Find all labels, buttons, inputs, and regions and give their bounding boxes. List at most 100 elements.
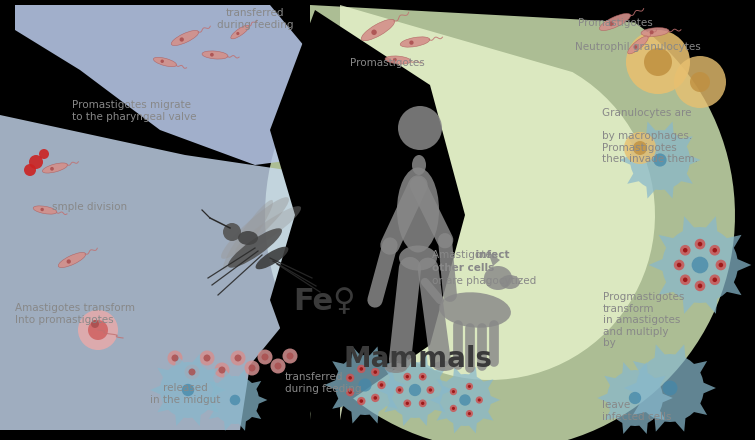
Ellipse shape [228, 228, 282, 268]
Polygon shape [0, 115, 330, 430]
Polygon shape [488, 252, 500, 266]
Circle shape [478, 399, 481, 402]
Ellipse shape [33, 206, 57, 214]
Circle shape [24, 164, 36, 176]
Text: other cells: other cells [432, 263, 495, 273]
Ellipse shape [221, 197, 289, 259]
Ellipse shape [42, 163, 68, 173]
Circle shape [214, 363, 230, 378]
Circle shape [695, 281, 705, 291]
Circle shape [286, 352, 294, 359]
Circle shape [452, 390, 455, 393]
Polygon shape [270, 10, 465, 425]
Circle shape [396, 386, 403, 394]
Circle shape [427, 386, 434, 394]
Circle shape [683, 278, 688, 282]
Polygon shape [430, 367, 500, 433]
Circle shape [346, 388, 354, 396]
Ellipse shape [235, 206, 301, 254]
Circle shape [476, 396, 483, 403]
Circle shape [88, 320, 108, 340]
Polygon shape [620, 121, 701, 198]
Text: Mammals: Mammals [344, 345, 492, 373]
Ellipse shape [400, 37, 430, 47]
Ellipse shape [433, 361, 455, 371]
Text: Amastigotes transform
Into promastigotes: Amastigotes transform Into promastigotes [15, 303, 135, 325]
Circle shape [421, 402, 424, 405]
Ellipse shape [412, 155, 426, 175]
Circle shape [419, 373, 427, 381]
Circle shape [182, 384, 194, 396]
Polygon shape [15, 5, 345, 165]
Ellipse shape [397, 168, 439, 253]
Circle shape [235, 355, 242, 362]
Text: Promastigotes: Promastigotes [578, 18, 653, 28]
Circle shape [199, 351, 214, 366]
Circle shape [50, 167, 54, 171]
Ellipse shape [238, 231, 258, 245]
Circle shape [450, 388, 457, 395]
Circle shape [409, 384, 421, 396]
Circle shape [210, 53, 214, 57]
Ellipse shape [439, 292, 511, 328]
Ellipse shape [599, 14, 630, 30]
Text: Fe♀: Fe♀ [293, 287, 356, 316]
Polygon shape [624, 345, 716, 432]
Circle shape [644, 48, 672, 76]
Polygon shape [265, 5, 735, 440]
Circle shape [403, 400, 411, 407]
Circle shape [409, 40, 414, 45]
Circle shape [624, 132, 656, 164]
Text: transferred
during feeding: transferred during feeding [285, 372, 362, 394]
Circle shape [168, 351, 183, 366]
Polygon shape [649, 216, 751, 314]
Circle shape [91, 320, 99, 328]
Circle shape [218, 367, 226, 374]
Circle shape [161, 59, 164, 63]
Circle shape [673, 260, 685, 270]
Text: infect: infect [432, 250, 510, 260]
Circle shape [236, 32, 239, 35]
Ellipse shape [500, 275, 520, 289]
Polygon shape [325, 346, 405, 424]
Circle shape [713, 248, 717, 253]
Circle shape [374, 370, 377, 374]
Ellipse shape [385, 363, 407, 373]
Circle shape [359, 367, 363, 371]
Circle shape [29, 155, 43, 169]
Polygon shape [202, 369, 267, 431]
Polygon shape [150, 354, 226, 426]
Circle shape [695, 239, 705, 249]
Ellipse shape [385, 56, 411, 64]
Circle shape [405, 402, 409, 405]
Circle shape [676, 263, 681, 267]
Circle shape [403, 373, 411, 381]
Circle shape [419, 400, 427, 407]
Text: Promastigotes migrate
to the pharyngeal valve: Promastigotes migrate to the pharyngeal … [72, 100, 196, 121]
Circle shape [41, 208, 44, 211]
Ellipse shape [484, 266, 512, 290]
Text: transferred
during feeding: transferred during feeding [217, 8, 293, 29]
Circle shape [405, 375, 409, 378]
Circle shape [261, 353, 269, 360]
Circle shape [184, 364, 199, 379]
Circle shape [270, 359, 285, 374]
Circle shape [649, 30, 654, 34]
Circle shape [66, 259, 71, 264]
Circle shape [378, 381, 386, 389]
Circle shape [257, 349, 273, 364]
Circle shape [710, 275, 720, 285]
Circle shape [452, 407, 455, 410]
Circle shape [450, 405, 457, 412]
Circle shape [282, 348, 297, 363]
Text: released
in the midgut: released in the midgut [149, 383, 220, 405]
Circle shape [223, 223, 241, 241]
Circle shape [39, 149, 49, 159]
Text: Progmastigotes
transform
in amastigotes
and multiply
by: Progmastigotes transform in amastigotes … [603, 292, 684, 348]
Circle shape [713, 278, 717, 282]
Circle shape [663, 381, 677, 396]
Circle shape [674, 56, 726, 108]
Circle shape [629, 392, 641, 404]
Ellipse shape [641, 28, 669, 37]
Circle shape [633, 45, 637, 49]
